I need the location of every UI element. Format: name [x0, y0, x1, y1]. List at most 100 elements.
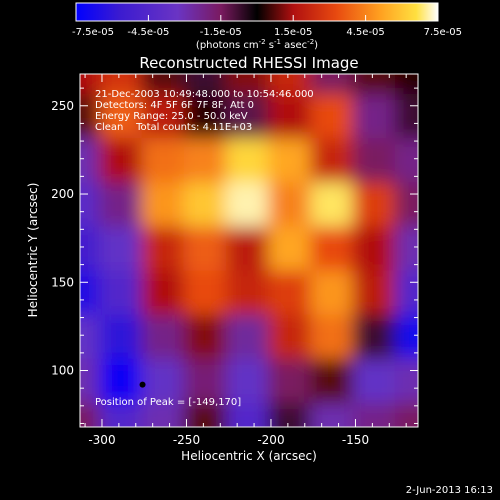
colorbar-unit-label: (photons cm-2 s-1 asec-2) [196, 38, 318, 51]
heatmap-cell [225, 314, 273, 363]
chart-title: Reconstructed RHESSI Image [139, 54, 358, 72]
heatmap-cell [99, 402, 146, 427]
heatmap-cell [183, 74, 230, 99]
colorbar-tick-label: -7.5e-05 [72, 27, 114, 38]
heatmap-cell [225, 138, 273, 187]
heatmap-cell [268, 402, 315, 427]
heatmap-cell [352, 358, 399, 407]
heatmap-cell [352, 402, 399, 427]
heatmap-cell [310, 138, 357, 187]
heatmap-cell [394, 314, 418, 363]
x-tick-label: -250 [173, 433, 200, 447]
heatmap-cell [268, 138, 315, 187]
heatmap-cell [310, 358, 357, 407]
heatmap-cell [141, 358, 188, 407]
colorbar-tick-label: -1.5e-05 [200, 27, 242, 38]
colorbar-ticks: -7.5e-05 -4.5e-05 -1.5e-05 1.5e-05 4.5e-05 7.… [72, 15, 462, 38]
heatmap-cell [394, 138, 418, 187]
y-axis: 100 150 200 250 [51, 87, 418, 424]
heatmap-cell [99, 226, 146, 275]
heatmap-cell [183, 402, 230, 427]
heatmap-cell [183, 138, 230, 187]
heatmap-cell [99, 74, 146, 99]
heatmap-cell [310, 314, 357, 363]
x-tick-label: -300 [88, 433, 115, 447]
heatmap-cell [141, 182, 188, 231]
heatmap-cell [225, 74, 273, 99]
colorbar-tick-label: 1.5e-05 [274, 27, 312, 38]
heatmap-cell [80, 314, 104, 363]
colorbar-tick-label: -4.5e-05 [127, 27, 169, 38]
x-tick-label: -150 [342, 433, 369, 447]
heatmap-cell [268, 94, 315, 143]
heatmap-cell [80, 138, 104, 187]
heatmap-cell [183, 226, 230, 275]
heatmap-cell [141, 138, 188, 187]
colorbar: -7.5e-05 -4.5e-05 -1.5e-05 1.5e-05 4.5e-05 7.… [72, 2, 462, 51]
colorbar-tick-label: 4.5e-05 [346, 27, 384, 38]
annotation-time-range: 21-Dec-2003 10:49:48.000 to 10:54:46.000 [95, 89, 314, 100]
heatmap-cell [394, 74, 418, 99]
heatmap-cell [310, 74, 357, 99]
heatmap-cell [225, 94, 273, 143]
heatmap-cell [268, 270, 315, 319]
heatmap-cell [310, 182, 357, 231]
heatmap-cell [352, 74, 399, 99]
heatmap-cell [141, 74, 188, 99]
heatmap-cell [352, 182, 399, 231]
heatmap-cell [183, 94, 230, 143]
heatmap-cell [99, 94, 146, 143]
heatmap-cell [394, 402, 418, 427]
heatmap-cell [352, 314, 399, 363]
colorbar-tick-label: 7.5e-05 [424, 27, 462, 38]
heatmap-cell [183, 182, 230, 231]
heatmap-cell [80, 74, 104, 99]
heatmap-cell [141, 314, 188, 363]
annotations: 21-Dec-2003 10:49:48.000 to 10:54:46.000… [95, 89, 314, 408]
heatmap-cell [225, 402, 273, 427]
heatmap-cell [225, 182, 273, 231]
heatmap-cell [80, 402, 104, 427]
plot-frame [79, 73, 419, 428]
heatmap-cell [141, 226, 188, 275]
heatmap-image [80, 74, 418, 427]
heatmap-cell [225, 358, 273, 407]
heatmap-cell [141, 270, 188, 319]
heatmap-cell [310, 94, 357, 143]
heatmap-cell [141, 402, 188, 427]
heatmap-cell [225, 226, 273, 275]
x-tick-label: -200 [257, 433, 284, 447]
footer-date: 2-Jun-2013 16:13 [406, 485, 493, 496]
heatmap-cell [352, 94, 399, 143]
y-tick-label: 250 [51, 99, 74, 113]
heatmap-cell [99, 314, 146, 363]
heatmap-cell [225, 270, 273, 319]
y-tick-label: 200 [51, 187, 74, 201]
x-axis: -300 -250 -200 -150 [84, 74, 407, 447]
heatmap-cell [99, 358, 146, 407]
heatmap-cell [183, 314, 230, 363]
heatmap-cell [268, 226, 315, 275]
y-tick-label: 150 [51, 275, 74, 289]
y-tick-label: 100 [51, 364, 74, 378]
heatmap-cell [183, 270, 230, 319]
heatmap-cell [268, 74, 315, 99]
annotation-clean: Clean Total counts: 4.11E+03 [95, 122, 252, 133]
annotation-energy: Energy Range: 25.0 - 50.0 keV [95, 111, 248, 122]
colorbar-gradient [75, 2, 439, 22]
heatmap-cell [268, 182, 315, 231]
x-axis-label: Heliocentric X (arcsec) [181, 449, 317, 463]
annotation-peak-position: Position of Peak = [-149,170] [95, 397, 241, 408]
heatmap-cell [352, 226, 399, 275]
heatmap-cell [310, 402, 357, 427]
annotation-detectors: Detectors: 4F 5F 6F 7F 8F, Att 0 [95, 100, 254, 111]
heatmap-cell [141, 94, 188, 143]
y-axis-label: Heliocentric Y (arcsec) [26, 183, 40, 318]
heatmap-cell [99, 270, 146, 319]
heatmap-cell [352, 138, 399, 187]
heatmap-cell [310, 270, 357, 319]
heatmap-cell [99, 182, 146, 231]
heatmap-cell [99, 138, 146, 187]
heatmap-cell [183, 358, 230, 407]
